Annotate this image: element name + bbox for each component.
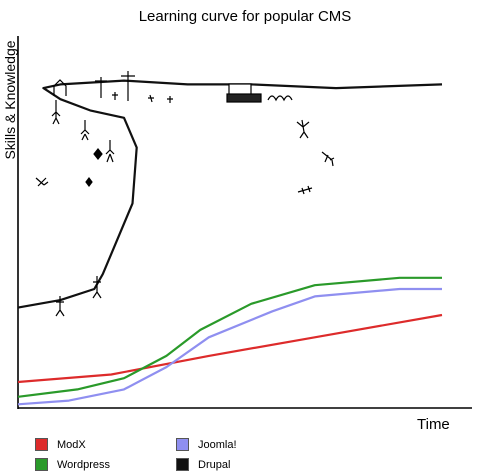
legend-item-wordpress: Wordpress	[35, 458, 110, 471]
legend-swatch	[35, 458, 48, 471]
chart-title: Learning curve for popular CMS	[138, 8, 352, 25]
legend-label: Joomla!	[198, 438, 237, 451]
cross-icon	[121, 71, 135, 101]
climber-figure-icon	[55, 296, 65, 317]
hanging-figure-icon	[51, 100, 61, 125]
legend-label: Drupal	[198, 458, 231, 471]
church-icon	[53, 79, 67, 96]
cross-icon	[95, 77, 107, 98]
legend-swatch	[35, 438, 48, 451]
cross-icon	[112, 92, 118, 100]
rock-icon	[93, 148, 103, 160]
axes	[17, 36, 472, 409]
rock-icon	[85, 177, 93, 187]
legend-label: ModX	[57, 438, 86, 451]
climber-figure-icon	[92, 276, 102, 299]
series-line-drupal	[17, 79, 443, 309]
legend-swatch	[176, 438, 189, 451]
falling-figure-icon	[296, 119, 310, 139]
legend-swatch	[176, 458, 189, 471]
series-line-modx	[17, 313, 443, 384]
rubble-icon	[267, 95, 293, 102]
cross-icon	[148, 94, 154, 103]
legend-item-modx: ModX	[35, 438, 86, 451]
falling-figure-icon	[297, 185, 313, 195]
legend-item-drupal: Drupal	[176, 458, 230, 471]
hanging-figure-icon	[105, 140, 115, 163]
falling-figure-icon	[321, 151, 335, 167]
cross-icon	[167, 96, 173, 103]
legend-item-joomla: Joomla!	[176, 438, 237, 451]
x-axis-label: Time	[417, 416, 450, 433]
cliff-cartoon	[35, 71, 335, 317]
legend-label: Wordpress	[57, 458, 110, 471]
falling-figure-icon	[35, 177, 49, 187]
series-line-wordpress	[17, 276, 442, 398]
hanging-figure-icon	[80, 120, 90, 141]
series-line-joomla	[17, 287, 442, 406]
series-layer	[17, 79, 443, 406]
